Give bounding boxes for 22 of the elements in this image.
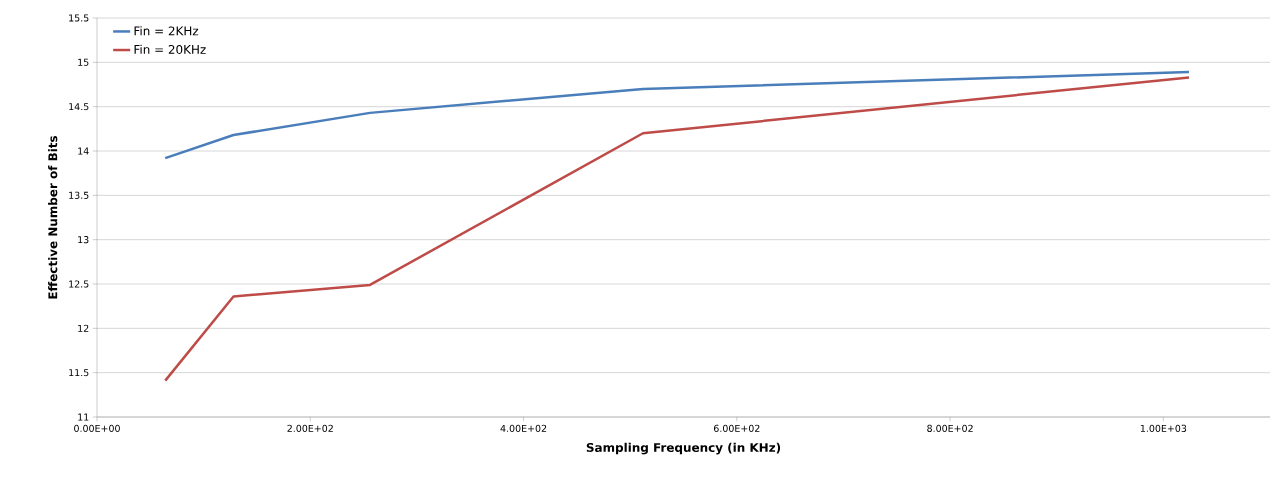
y-tick-label: 13.5 [69,191,89,199]
x-tick-label: 2.00E+02 [287,424,333,432]
y-tick-label: 12 [78,324,89,332]
y-tick-label: 14.5 [69,103,89,111]
x-tick-label: 4.00E+02 [500,424,547,432]
line-series [164,70,1191,160]
y-tick-label: 12.5 [69,280,89,288]
y-tick-label: 13 [78,236,89,244]
legend-label: Fin = 2KHz [134,26,199,36]
y-tick-label: 15 [78,58,89,66]
x-axis-title: Sampling Frequency (in KHz) [586,442,781,455]
legend-label: Fin = 20KHz [134,44,206,54]
x-tick-label: 1.00E+03 [1140,424,1187,432]
y-tick-label: 14 [78,147,89,155]
line-series [164,76,1191,382]
y-tick-label: 15.5 [69,14,89,22]
x-tick-label: 6.00E+02 [713,424,760,432]
y-tick-label: 11 [78,413,89,421]
y-tick-label: 11.5 [69,369,89,377]
y-axis-title: Effective Number of Bits [48,135,58,299]
x-tick-label: 8.00E+02 [927,424,973,432]
x-tick-label: 0.00E+00 [74,424,120,432]
